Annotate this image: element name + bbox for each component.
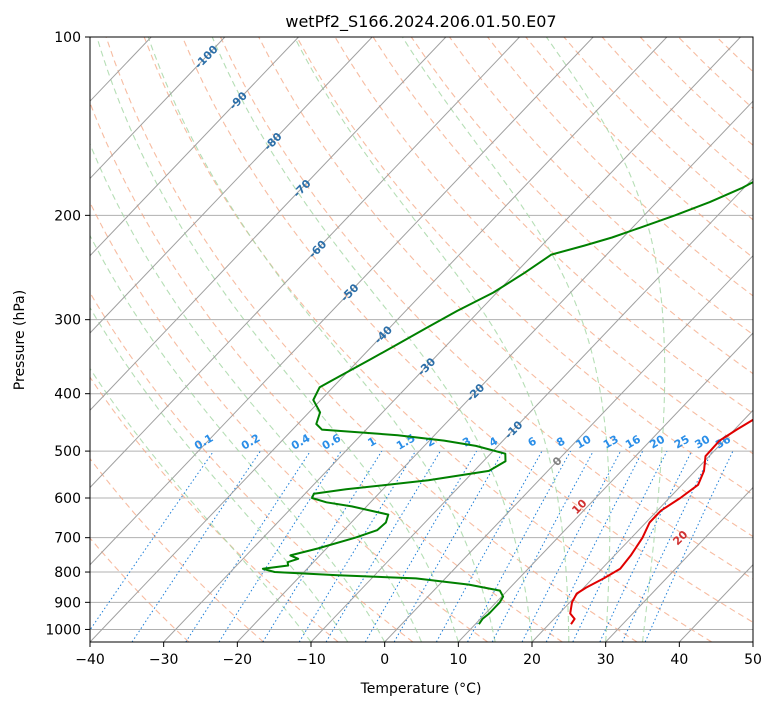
x-tick-label: 20 [523, 652, 541, 668]
y-tick-label: 600 [54, 491, 81, 507]
x-tick-label: 40 [670, 652, 688, 668]
skewt-chart: 0.1 0.2 0.4 0.6 1 1.5 2 3 4 6 8 10 13 16 20 25 30 36-100-… [0, 0, 775, 708]
y-tick-label: 800 [54, 565, 81, 581]
x-tick-label: −30 [149, 652, 179, 668]
y-axis-title: Pressure (hPa) [12, 290, 28, 390]
y-tick-label: 300 [54, 313, 81, 329]
y-tick-label: 700 [54, 531, 81, 547]
y-tick-label: 500 [54, 444, 81, 460]
y-tick-label: 1000 [45, 622, 81, 638]
x-tick-label: −20 [223, 652, 253, 668]
x-tick-label: −10 [296, 652, 326, 668]
chart-title: wetPf2_S166.2024.206.01.50.E07 [285, 12, 556, 32]
x-tick-label: 50 [744, 652, 762, 668]
x-tick-label: 30 [597, 652, 615, 668]
y-tick-label: 400 [54, 387, 81, 403]
x-tick-label: −40 [75, 652, 105, 668]
x-axis-title: Temperature (°C) [360, 681, 482, 697]
x-tick-label: 0 [380, 652, 389, 668]
x-tick-label: 10 [449, 652, 467, 668]
y-tick-label: 900 [54, 595, 81, 611]
y-tick-label: 200 [54, 208, 81, 224]
y-tick-label: 100 [54, 30, 81, 46]
